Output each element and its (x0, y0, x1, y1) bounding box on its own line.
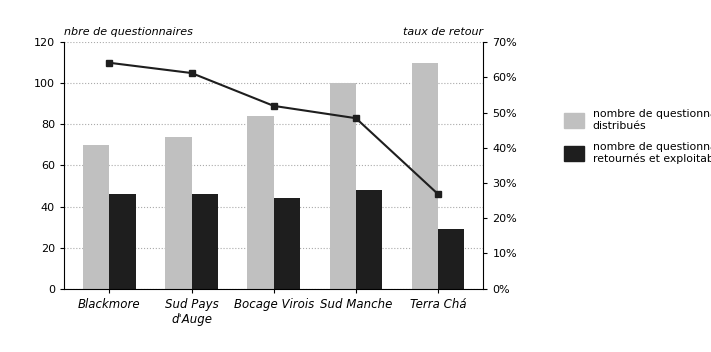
Text: nbre de questionnaires: nbre de questionnaires (64, 27, 193, 37)
Bar (274, 198, 300, 289)
Text: taux de retour: taux de retour (403, 27, 483, 37)
Legend: nombre de questionnaires
distribués, nombre de questionnaires
retournés et explo: nombre de questionnaires distribués, nom… (565, 109, 711, 164)
Bar (165, 137, 191, 289)
Bar (438, 229, 464, 289)
Bar (330, 83, 356, 289)
Bar (109, 194, 136, 289)
Bar (412, 63, 438, 289)
Bar (191, 194, 218, 289)
Bar (83, 145, 109, 289)
Bar (356, 190, 383, 289)
Bar (247, 116, 274, 289)
